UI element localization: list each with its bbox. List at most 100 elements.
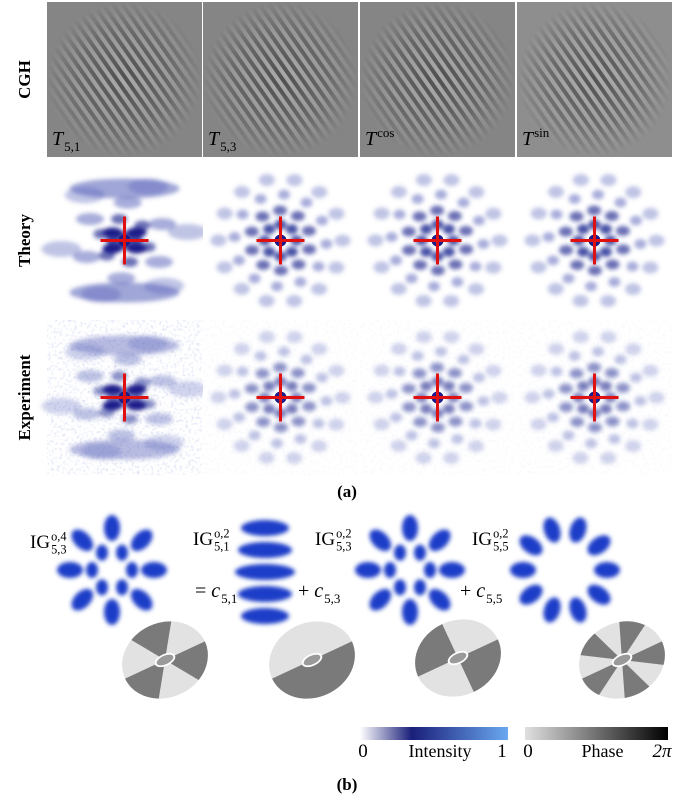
lobe [355, 562, 381, 578]
lobe [67, 585, 97, 615]
label-sub: 5,1 [214, 540, 229, 554]
colorbar-label: Intensity [409, 741, 472, 761]
lobe [41, 241, 81, 257]
phase-disk [109, 608, 220, 713]
lobe [278, 190, 290, 200]
lobe [584, 581, 614, 609]
lobe [320, 396, 332, 406]
lobe [286, 247, 298, 257]
lobe [104, 599, 120, 625]
label-base: IG [193, 529, 213, 550]
lobe [588, 265, 602, 275]
lobe [294, 434, 306, 444]
lobe [485, 365, 501, 377]
label-base: IG [30, 532, 50, 553]
lobe [525, 391, 541, 403]
lobe [540, 515, 563, 545]
lobe [459, 383, 473, 393]
lobe [263, 381, 275, 391]
lobe [67, 525, 97, 555]
lobe [588, 422, 602, 432]
lobe [448, 417, 462, 427]
lobe [605, 417, 619, 427]
lobe [291, 260, 305, 270]
lobe [616, 226, 630, 236]
lobe [241, 608, 289, 624]
lobe [548, 283, 564, 295]
colorbar-min: 0 [358, 741, 368, 762]
lobe [168, 224, 208, 240]
lobe [256, 211, 270, 221]
lobe [459, 401, 473, 411]
mode-intensity [355, 515, 465, 625]
lobe [103, 385, 123, 395]
lobe [374, 418, 390, 430]
lobe [459, 226, 473, 236]
caption: (a) [337, 482, 357, 501]
lobe [256, 417, 270, 427]
lobe [573, 331, 589, 343]
lobe [616, 244, 630, 254]
lobe [547, 255, 559, 265]
lobe [259, 331, 275, 343]
lobe [577, 247, 589, 257]
lobe [402, 384, 416, 394]
lobe [585, 281, 597, 291]
lobe [374, 364, 390, 376]
lobe [559, 227, 573, 237]
lobe [468, 343, 484, 355]
lobe [551, 367, 563, 377]
lobe [127, 244, 147, 254]
lobe [70, 440, 180, 460]
lobe [642, 208, 658, 220]
lobe [273, 206, 287, 216]
lobe [414, 579, 426, 595]
lobe [286, 224, 298, 234]
lobe [428, 281, 440, 291]
lobe [291, 211, 305, 221]
lobe [531, 418, 547, 430]
lobe [127, 228, 147, 238]
lobe [443, 452, 459, 464]
lobe [168, 381, 208, 397]
lobe [443, 295, 459, 307]
label-base: c [476, 580, 485, 602]
lobe [563, 273, 575, 283]
lobe [563, 430, 575, 440]
lobe [414, 545, 426, 561]
lobe [443, 224, 455, 234]
lobe [451, 277, 463, 287]
lobe [70, 336, 180, 356]
lobe [394, 545, 406, 561]
lobe [328, 365, 344, 377]
lobe [286, 174, 302, 186]
lobe [531, 364, 547, 376]
lobe [491, 392, 507, 404]
lobe [430, 363, 444, 373]
lobe [608, 434, 620, 444]
lobe [594, 562, 620, 578]
lobe [566, 515, 589, 545]
lobe [70, 179, 180, 199]
label-base: IG [315, 529, 335, 550]
lobe [443, 331, 459, 343]
row-label: Theory [15, 214, 34, 267]
lobe [577, 224, 589, 234]
lobe [625, 343, 641, 355]
lobe [233, 255, 245, 265]
lobe [616, 383, 630, 393]
lobe [291, 368, 305, 378]
lobe [569, 351, 581, 361]
colorbar-label: Phase [582, 741, 624, 761]
lobe [217, 364, 233, 376]
lobe [551, 210, 563, 220]
lobe [278, 347, 290, 357]
lobe [439, 562, 465, 578]
lobe [291, 417, 305, 427]
lobe [103, 244, 123, 254]
lobe [256, 260, 270, 270]
lobe [374, 207, 390, 219]
lobe [630, 373, 642, 383]
mode-intensity [235, 520, 295, 624]
row-label: Experiment [15, 354, 34, 440]
